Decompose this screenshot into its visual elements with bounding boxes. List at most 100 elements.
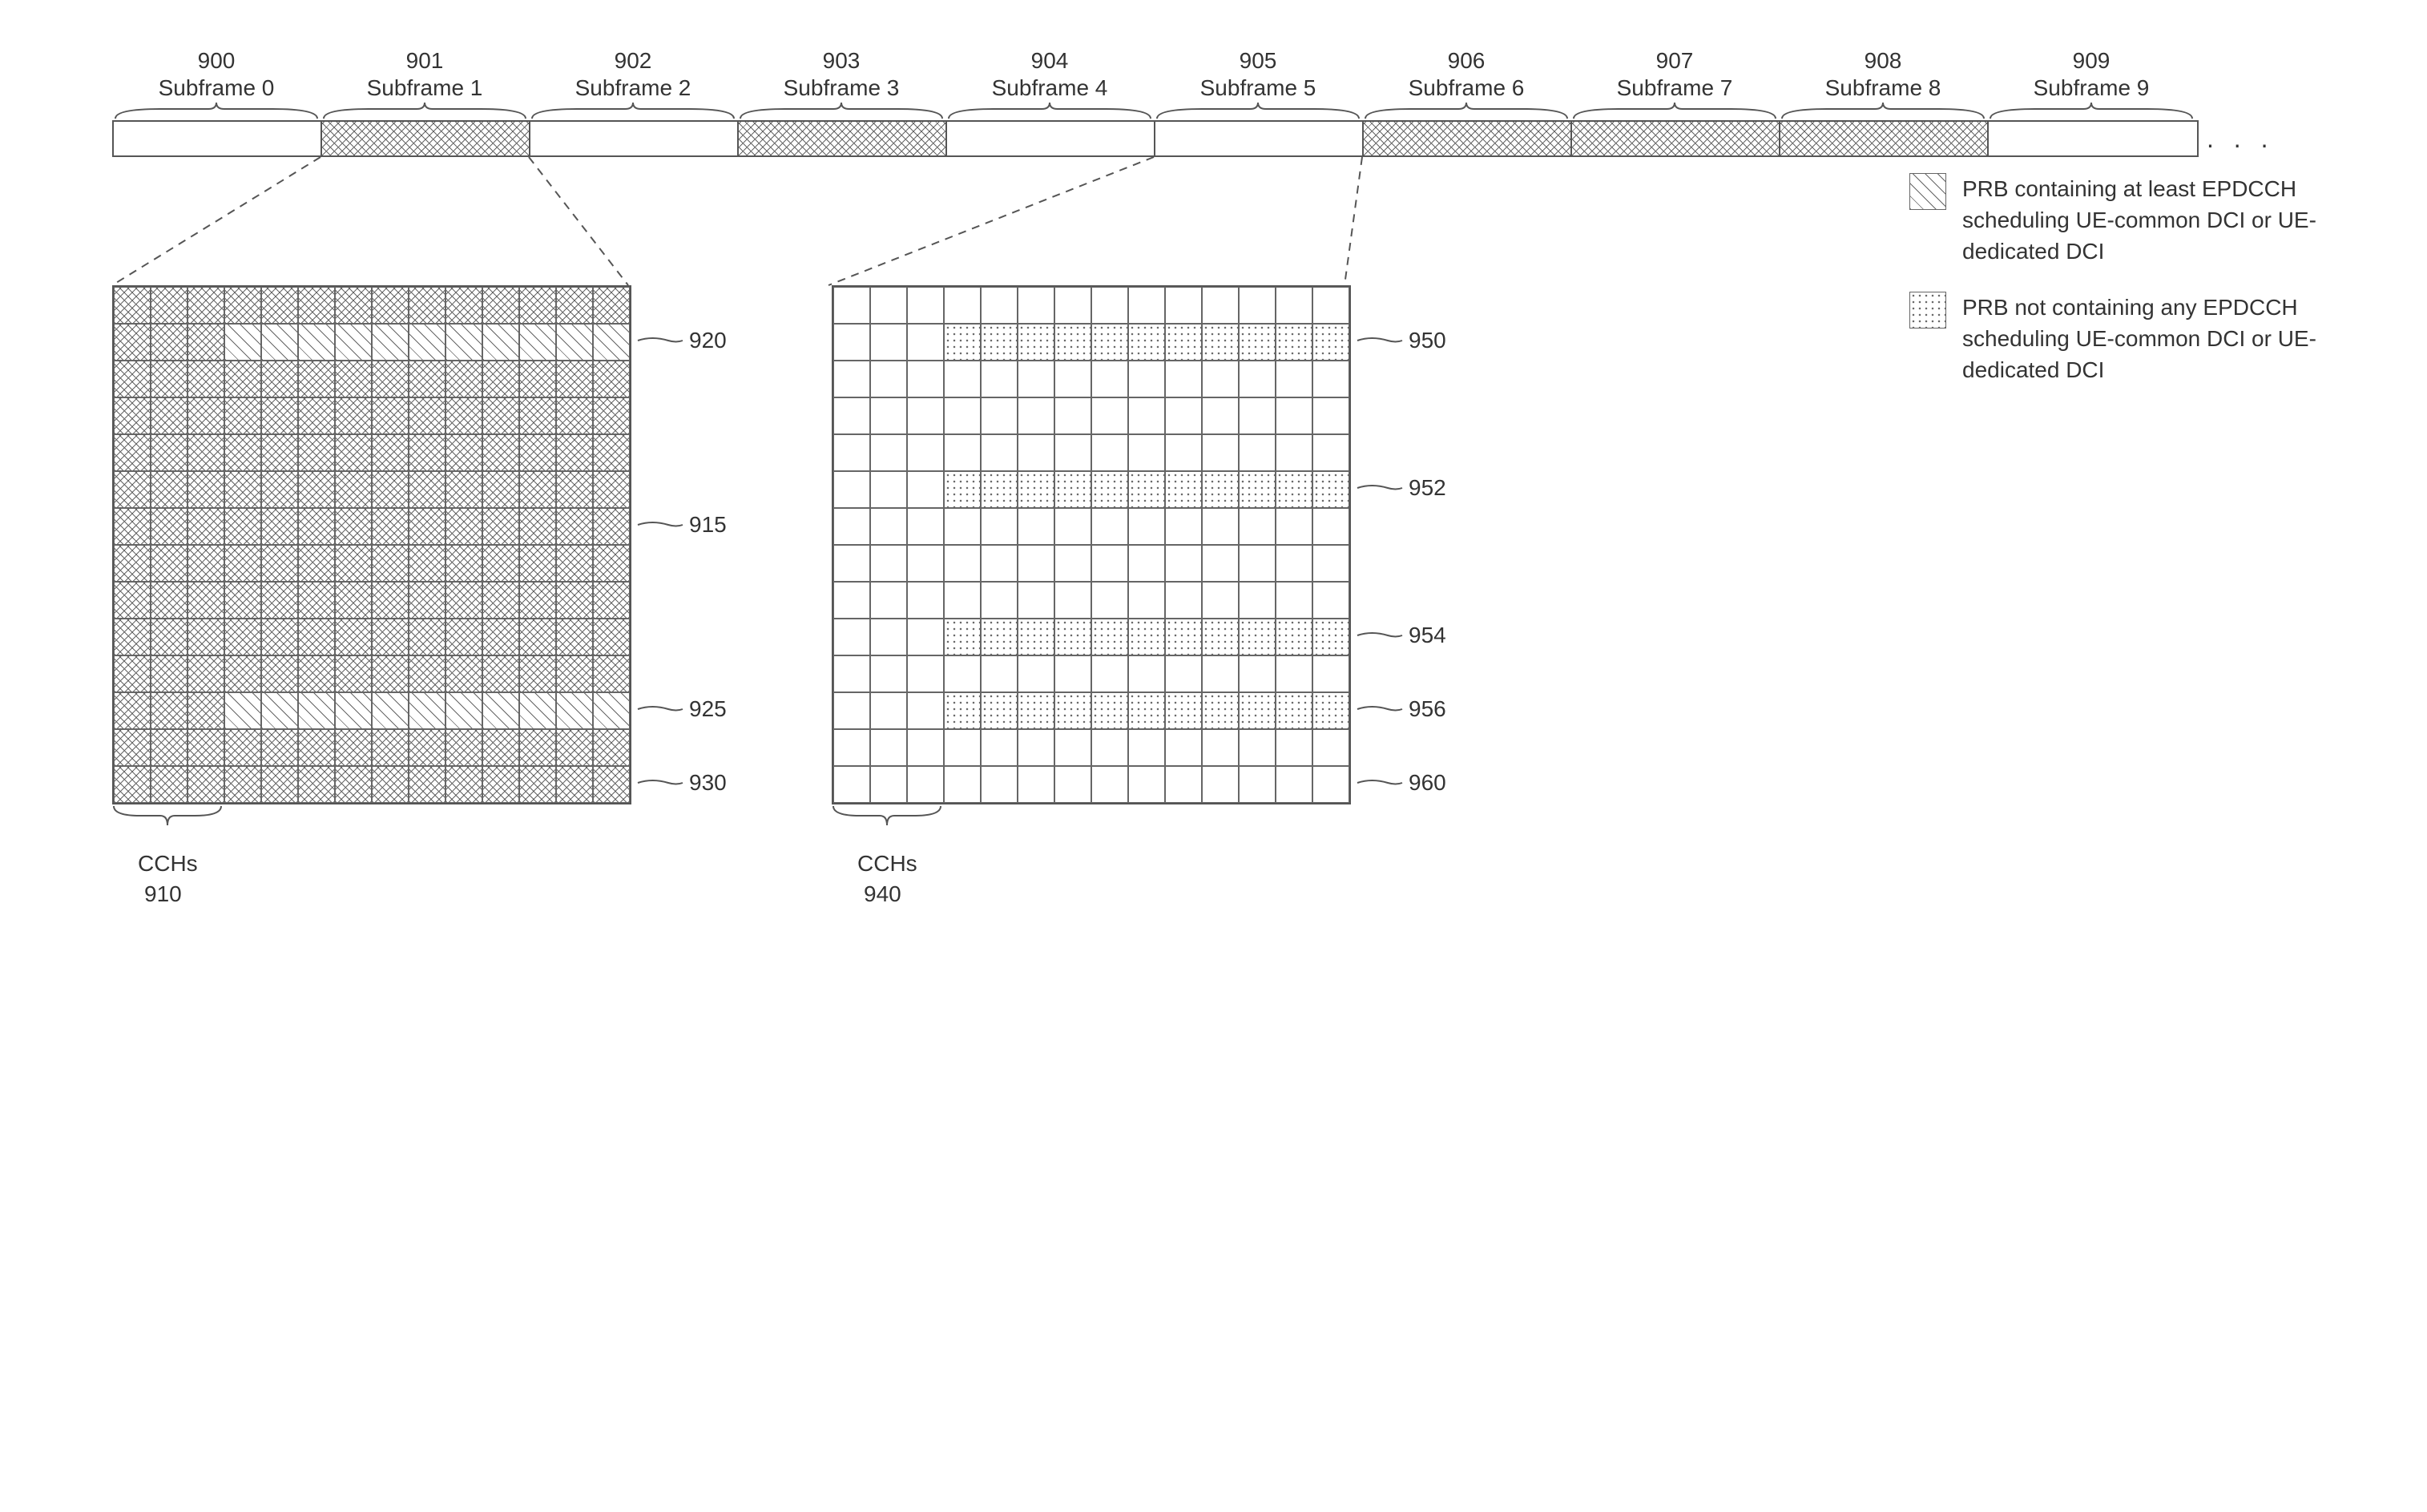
grid-cell xyxy=(556,397,593,434)
grid-cell xyxy=(833,729,870,766)
grid-cell xyxy=(981,729,1018,766)
grid-cell xyxy=(372,434,409,471)
subframe-cell xyxy=(322,122,530,155)
cch-brace-left xyxy=(112,804,223,829)
grid-cell xyxy=(1165,729,1202,766)
grid-cell xyxy=(372,545,409,582)
grid-cell xyxy=(870,619,907,655)
legend-item-1: PRB containing at least EPDCCH schedulin… xyxy=(1909,173,2347,268)
grid-cell xyxy=(1018,397,1054,434)
grid-cell xyxy=(1054,545,1091,582)
grid-cell xyxy=(907,766,944,803)
grid-cell xyxy=(1202,655,1239,692)
grid-cell xyxy=(1091,619,1128,655)
grid-cell xyxy=(445,582,482,619)
row-annotation: 925 xyxy=(631,696,727,722)
grid-cell xyxy=(556,471,593,508)
grid-cell xyxy=(1128,582,1165,619)
grid-cell xyxy=(593,619,630,655)
grid-cell xyxy=(1054,692,1091,729)
grid-cell xyxy=(482,361,519,397)
grid-cell xyxy=(981,397,1018,434)
grid-cell xyxy=(833,471,870,508)
row-annotation: 915 xyxy=(631,512,727,538)
grid-cell xyxy=(833,397,870,434)
subframe-cell xyxy=(114,122,322,155)
grid-cell xyxy=(409,324,445,361)
grid-cell xyxy=(519,582,556,619)
grid-cell xyxy=(298,508,335,545)
legend: PRB containing at least EPDCCH schedulin… xyxy=(1909,173,2347,409)
grid-cell xyxy=(482,766,519,803)
grid-cell xyxy=(833,766,870,803)
grid-cell xyxy=(907,655,944,692)
grid-cell xyxy=(224,397,261,434)
grid-cell xyxy=(870,692,907,729)
grid-cell xyxy=(482,471,519,508)
grid-cell xyxy=(409,397,445,434)
grid-cell xyxy=(482,508,519,545)
grid-cell xyxy=(335,434,372,471)
grid-cell xyxy=(907,508,944,545)
grid-cell xyxy=(187,471,224,508)
grid-cell xyxy=(1128,692,1165,729)
grid-cell xyxy=(187,361,224,397)
grid-cell xyxy=(151,545,187,582)
grid-cell xyxy=(1018,582,1054,619)
grid-cell xyxy=(1018,287,1054,324)
grid-cell xyxy=(114,766,151,803)
grid-cell xyxy=(1165,655,1202,692)
grid-cell xyxy=(224,766,261,803)
grid-cell xyxy=(1165,397,1202,434)
grid-cell xyxy=(445,508,482,545)
grid-cell xyxy=(1054,508,1091,545)
subframe-label: 907Subframe 7 xyxy=(1570,48,1779,101)
grid-cell xyxy=(261,692,298,729)
grid-cell xyxy=(298,287,335,324)
grid-cell xyxy=(1239,361,1276,397)
grid-cell xyxy=(372,582,409,619)
grid-cell xyxy=(519,619,556,655)
grid-cell xyxy=(1091,471,1128,508)
row-annotation: 954 xyxy=(1351,623,1446,648)
grid-cell xyxy=(482,655,519,692)
subframe-cell xyxy=(530,122,739,155)
grid-cell xyxy=(1128,655,1165,692)
grid-cell xyxy=(187,324,224,361)
grid-cell xyxy=(261,655,298,692)
grid-cell xyxy=(1091,729,1128,766)
grid-cell xyxy=(1165,545,1202,582)
grid-cell xyxy=(1312,471,1349,508)
grid-cell xyxy=(593,582,630,619)
grid-cell xyxy=(1239,766,1276,803)
grid-cell xyxy=(1276,471,1312,508)
grid-cell xyxy=(298,582,335,619)
grid-cell xyxy=(1128,324,1165,361)
grid-cell xyxy=(261,545,298,582)
grid-cell xyxy=(519,324,556,361)
grid-cell xyxy=(1054,729,1091,766)
grid-cell xyxy=(1054,619,1091,655)
grid-cell xyxy=(372,766,409,803)
subframe-label: 903Subframe 3 xyxy=(737,48,945,101)
grid-cell xyxy=(556,729,593,766)
grid-cell xyxy=(335,766,372,803)
legend-item-2: PRB not containing any EPDCCH scheduling… xyxy=(1909,292,2347,386)
grid-cell xyxy=(409,692,445,729)
grid-cell xyxy=(870,397,907,434)
grid-cell xyxy=(335,729,372,766)
grid-cell xyxy=(519,397,556,434)
grid-cell xyxy=(1202,508,1239,545)
grid-cell xyxy=(870,471,907,508)
grid-cell xyxy=(187,619,224,655)
grid-cell xyxy=(114,729,151,766)
grid-cell xyxy=(593,434,630,471)
grid-cell xyxy=(298,324,335,361)
grid-cell xyxy=(1276,582,1312,619)
cch-label-right: CCHs xyxy=(832,851,1351,877)
row-annotation: 920 xyxy=(631,328,727,353)
grid-cell xyxy=(114,434,151,471)
grid-cell xyxy=(870,655,907,692)
grid-cell xyxy=(114,619,151,655)
grid-cell xyxy=(298,729,335,766)
